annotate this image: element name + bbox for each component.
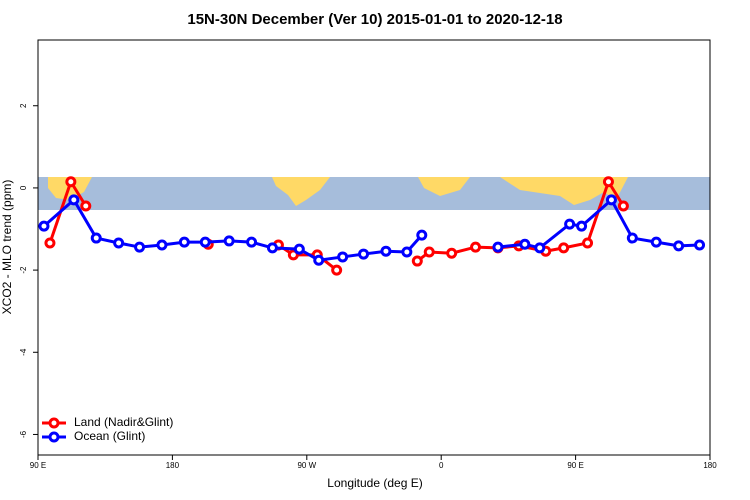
y-tick-label: 2 — [19, 103, 28, 108]
x-axis-label: Longitude (deg E) — [327, 476, 422, 490]
data-point — [446, 247, 458, 259]
data-point — [358, 248, 370, 260]
legend-label: Land (Nadir&Glint) — [74, 415, 173, 429]
map-band — [38, 177, 710, 210]
y-tick-label: -6 — [19, 430, 28, 438]
data-point — [44, 237, 56, 249]
data-point — [401, 246, 413, 258]
data-point — [470, 241, 482, 253]
data-point — [650, 236, 662, 248]
chart-title: 15N-30N December (Ver 10) 2015-01-01 to … — [187, 11, 562, 28]
plot-frame — [37, 39, 711, 456]
data-point — [156, 239, 168, 251]
data-point — [90, 232, 102, 244]
data-point — [199, 236, 211, 248]
data-point — [337, 251, 349, 263]
legend-label: Ocean (Glint) — [74, 429, 145, 443]
data-point — [246, 236, 258, 248]
data-point — [178, 236, 190, 248]
y-tick-label: -2 — [19, 266, 28, 274]
data-point — [134, 241, 146, 253]
data-point — [423, 246, 435, 258]
land — [418, 177, 470, 196]
x-tick-label: 180 — [703, 461, 717, 470]
data-point — [38, 220, 50, 232]
data-point — [576, 220, 588, 232]
data-point — [411, 255, 423, 267]
data-point — [582, 237, 594, 249]
x-tick-label: 90 E — [567, 461, 583, 470]
data-point — [534, 242, 546, 254]
data-point — [80, 200, 92, 212]
land — [272, 177, 330, 206]
data-point — [223, 235, 235, 247]
data-point — [617, 200, 629, 212]
data-point — [558, 242, 570, 254]
legend-marker — [48, 417, 60, 429]
data-point — [313, 254, 325, 266]
data-point — [673, 240, 685, 252]
x-tick-label: 90 E — [30, 461, 46, 470]
data-point — [380, 245, 392, 257]
y-tick-label: 0 — [19, 185, 28, 190]
legend-marker — [48, 431, 60, 443]
y-tick-label: -4 — [19, 348, 28, 356]
x-tick-label: 180 — [166, 461, 180, 470]
data-point — [492, 241, 504, 253]
data-point — [68, 194, 80, 206]
data-point — [416, 229, 428, 241]
x-tick-label: 90 W — [297, 461, 316, 470]
data-point — [602, 176, 614, 188]
x-tick-label: 0 — [439, 461, 444, 470]
data-point — [113, 237, 125, 249]
data-point — [331, 264, 343, 276]
data-point — [65, 176, 77, 188]
y-axis-label: XCO2 - MLO trend (ppm) — [0, 180, 14, 315]
data-point — [266, 242, 278, 254]
land — [418, 177, 628, 205]
data-point — [605, 194, 617, 206]
data-point — [519, 238, 531, 250]
data-point — [626, 232, 638, 244]
data-point — [564, 218, 576, 230]
data-point — [293, 243, 305, 255]
data-point — [694, 239, 706, 251]
